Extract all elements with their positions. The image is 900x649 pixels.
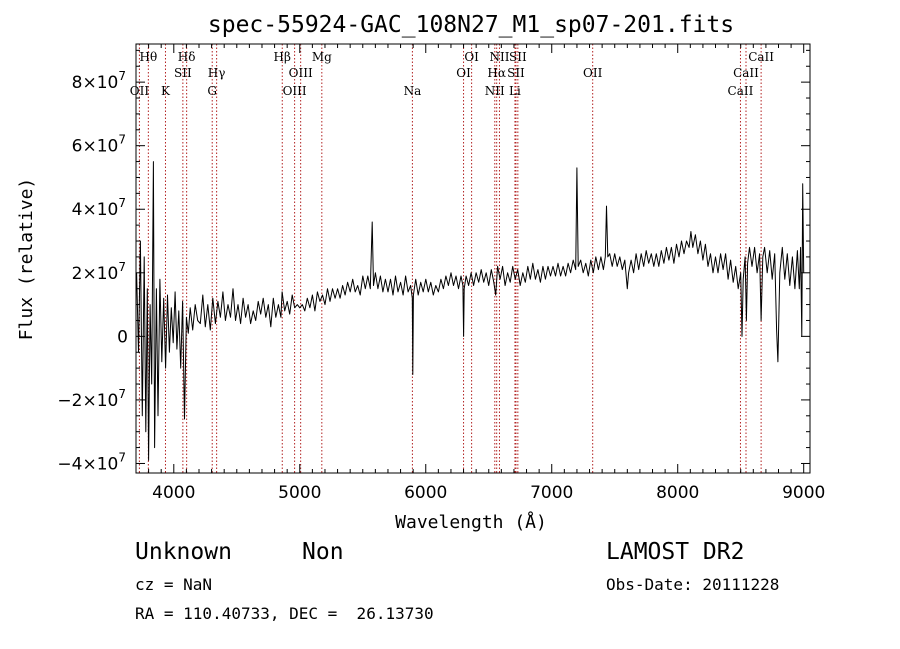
classification-text: Unknown (135, 539, 232, 565)
y-tick-label: −2×107 (57, 387, 126, 411)
x-axis-ticks: 4000 5000 6000 7000 8000 9000 (148, 44, 825, 503)
y-tick-label: −4×107 (57, 450, 126, 474)
coordinates-text: RA = 110.40733, DEC = 26.13730 (135, 604, 434, 623)
line-label: CaII (733, 66, 759, 80)
redshift-text: cz = NaN (135, 575, 212, 594)
y-tick-label: 2×107 (72, 260, 126, 284)
y-tick-label: 0 (117, 327, 128, 347)
line-annotations: HθOIIHδSIIKHγGHβOIIIOIIIMgNaOIOINIIHαNII… (130, 50, 775, 98)
line-label: Hβ (274, 50, 291, 64)
line-label: Li (509, 84, 521, 98)
line-label: Hδ (178, 50, 196, 64)
line-label: NII (485, 84, 505, 98)
line-label: SII (509, 50, 527, 64)
x-tick-label: 7000 (530, 483, 573, 503)
y-axis-ticks: −4×107 −2×107 0 2×107 4×107 6×107 8×107 (57, 49, 810, 474)
line-label: OIII (289, 66, 313, 80)
line-label: Hγ (208, 66, 226, 80)
chart-title: spec-55924-GAC_108N27_M1_sp07-201.fits (208, 12, 734, 38)
x-tick-label: 4000 (152, 483, 195, 503)
y-tick-label: 4×107 (72, 196, 126, 220)
x-tick-label: 8000 (656, 483, 699, 503)
line-label: Hα (487, 66, 506, 80)
series-layer (136, 161, 805, 461)
x-tick-label: 5000 (278, 483, 321, 503)
line-label: SII (507, 66, 525, 80)
line-label: OIII (283, 84, 307, 98)
line-label: Na (404, 84, 422, 98)
line-label: NII (489, 50, 509, 64)
line-label: SII (174, 66, 192, 80)
x-axis-label: Wavelength (Å) (395, 511, 547, 533)
line-label: OI (464, 50, 479, 64)
line-label: CaII (728, 84, 754, 98)
x-tick-label: 6000 (404, 483, 447, 503)
line-label: OI (456, 66, 471, 80)
line-markers (138, 44, 762, 473)
x-tick-label: 9000 (782, 483, 825, 503)
line-label: CaII (748, 50, 774, 64)
y-tick-label: 6×107 (72, 133, 126, 157)
survey-text: LAMOST DR2 (606, 539, 744, 565)
subclass-text: Non (302, 539, 344, 565)
obs-date-text: Obs-Date: 20111228 (606, 575, 779, 594)
line-label: OII (130, 84, 150, 98)
y-axis-label: Flux (relative) (16, 178, 37, 341)
plot-frame (135, 43, 811, 474)
flux-spectrum-line (136, 161, 805, 461)
line-label: OII (583, 66, 603, 80)
line-label: G (207, 84, 217, 98)
line-label: Hθ (139, 50, 157, 64)
y-tick-label: 8×107 (72, 69, 126, 93)
line-label: Mg (312, 50, 332, 64)
line-label: K (161, 84, 171, 98)
